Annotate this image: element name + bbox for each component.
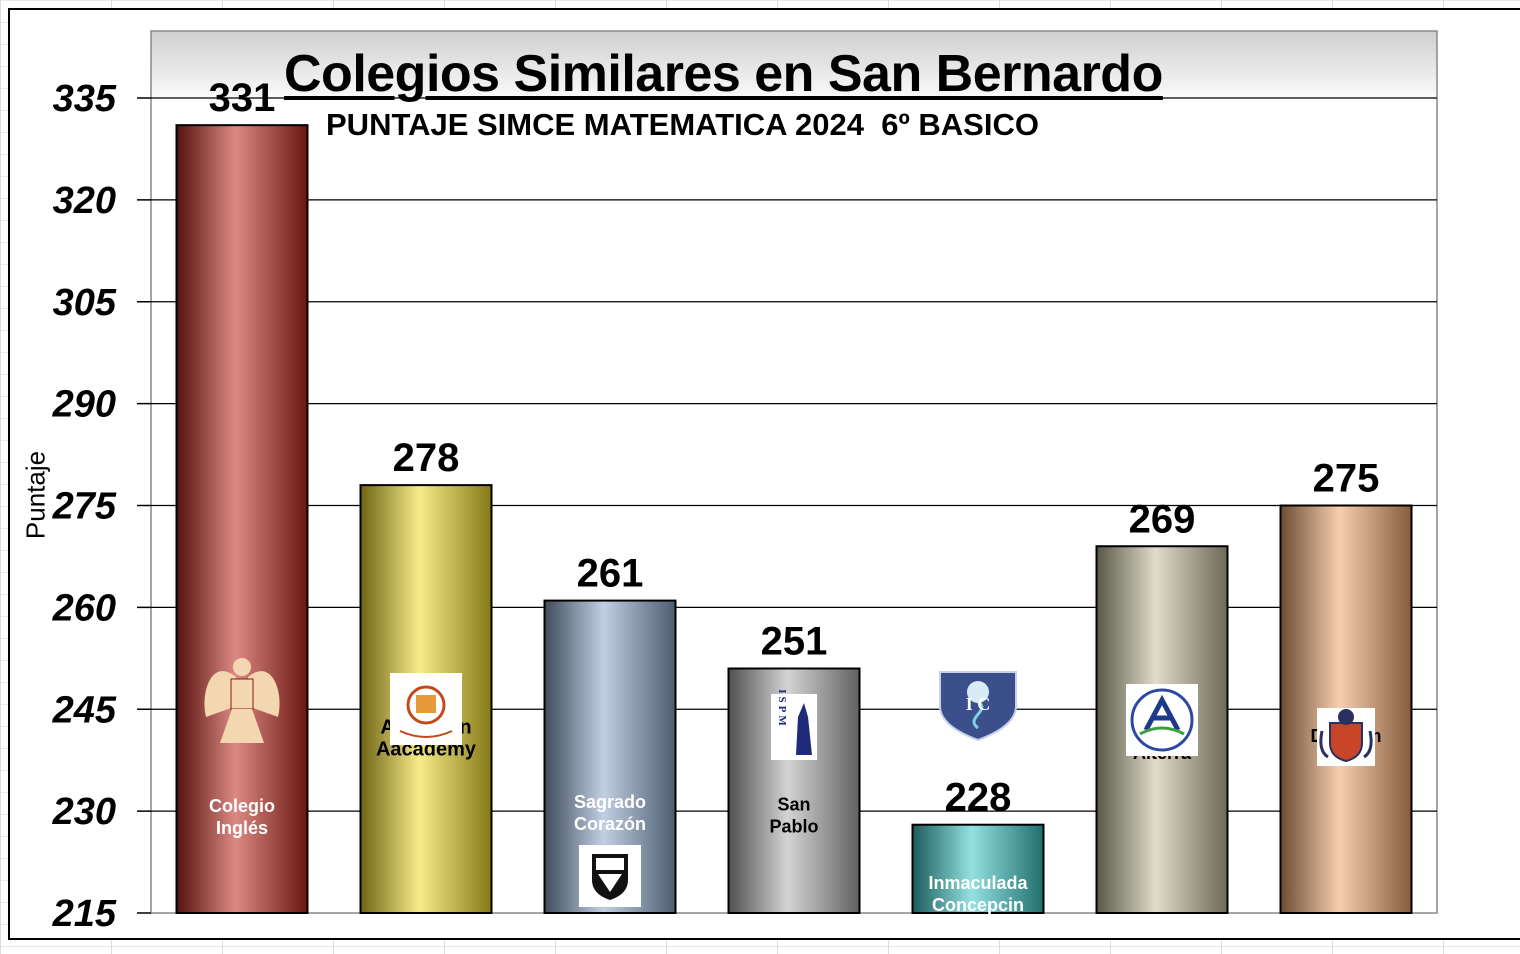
- logo-text: I C: [966, 694, 991, 714]
- alterra-seal-icon: [1126, 684, 1198, 756]
- data-label: 261: [577, 552, 644, 596]
- y-tick-label: 245: [52, 689, 117, 731]
- data-label: 251: [761, 620, 828, 664]
- american-academy-crest-icon: [390, 673, 462, 745]
- bar-group: 275Denham: [1279, 457, 1413, 914]
- y-tick-label: 260: [52, 587, 116, 629]
- category-label: Inmaculada: [928, 873, 1028, 893]
- category-label: Inglés: [216, 818, 268, 838]
- data-label: 228: [945, 776, 1012, 820]
- y-tick-label: 305: [53, 282, 117, 324]
- denham-crest-icon: [1317, 708, 1375, 766]
- y-axis-label: Puntaje: [20, 450, 51, 540]
- y-tick-label: 230: [52, 791, 116, 833]
- y-tick-label: 215: [52, 893, 117, 935]
- ispm-crest-icon: ISPM: [771, 689, 817, 760]
- y-tick-label: 320: [53, 180, 116, 222]
- bar-group: 269Alterra: [1095, 497, 1229, 914]
- data-label: 275: [1313, 457, 1380, 501]
- bar: [911, 823, 1045, 914]
- category-label: Pablo: [769, 816, 818, 836]
- chart-title: Colegios Similares en San Bernardo: [284, 45, 1163, 103]
- category-label: Colegio: [209, 796, 275, 816]
- eagle-crest-icon: [204, 658, 280, 743]
- category-label: Concepcin: [932, 895, 1024, 915]
- data-label: 278: [393, 436, 460, 480]
- y-tick-label: 335: [53, 78, 117, 120]
- category-label: San: [777, 794, 810, 814]
- data-label: 269: [1129, 497, 1196, 541]
- bar-group: 278AmericanAacademy: [359, 436, 493, 914]
- logo-text: ISPM: [776, 689, 788, 729]
- sagrado-corazon-shield-icon: [579, 845, 641, 907]
- y-tick-label: 275: [52, 486, 117, 528]
- category-label: Sagrado: [574, 792, 646, 812]
- bar: [175, 124, 309, 914]
- isc-shield-icon: I C: [939, 671, 1017, 742]
- chart-subtitle: PUNTAJE SIMCE MATEMATICA 2024 6º BASICO: [326, 107, 1039, 142]
- y-tick-label: 290: [52, 384, 116, 426]
- category-label: Corazón: [574, 814, 646, 834]
- data-label: 331: [209, 76, 276, 120]
